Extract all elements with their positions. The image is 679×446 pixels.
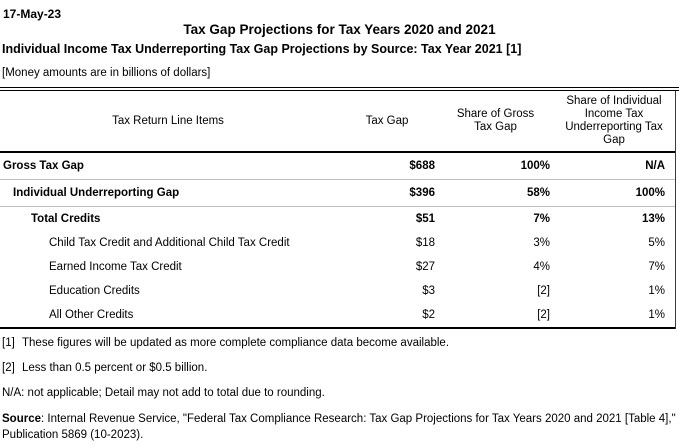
tax-gap-value: $2 (422, 309, 435, 321)
table-header-row: Tax Return Line Items Tax Gap Share of G… (0, 91, 675, 153)
table-row: Child Tax Credit and Additional Child Ta… (0, 231, 675, 255)
tax-gap-value: $27 (415, 261, 435, 273)
table-row: Individual Underreporting Gap $396 58% 1… (0, 180, 675, 207)
share-underreporting-value: 100% (635, 187, 665, 199)
table-row: Earned Income Tax Credit $27 4% 7% (0, 255, 675, 279)
tax-gap-value: $3 (422, 285, 435, 297)
report-date: 17-May-23 (3, 7, 62, 21)
row-label: Gross Tax Gap (3, 160, 84, 172)
share-underreporting-value: 13% (641, 213, 665, 225)
share-underreporting-value: 7% (648, 261, 665, 273)
source-text: : Internal Revenue Service, "Federal Tax… (2, 413, 676, 441)
source-note: Source: Internal Revenue Service, "Feder… (2, 411, 676, 443)
column-header-share-gross-label: Share of Gross Tax Gap (456, 108, 535, 133)
share-gross-value: 100% (520, 160, 550, 172)
row-label: Total Credits (31, 213, 101, 225)
column-header-line-items: Tax Return Line Items (112, 114, 224, 127)
footnote-1-marker: [1] (2, 337, 15, 349)
table-top-double-rule (0, 87, 679, 91)
share-gross-value: 7% (533, 213, 550, 225)
share-gross-value: 4% (533, 261, 550, 273)
share-gross-value: [2] (537, 285, 550, 297)
table-row: Total Credits $51 7% 13% (0, 207, 675, 231)
share-gross-value: [2] (537, 309, 550, 321)
footnote-2-marker: [2] (2, 362, 15, 374)
page-title: Tax Gap Projections for Tax Years 2020 a… (183, 22, 496, 37)
row-label: Education Credits (49, 285, 140, 297)
footnote-2-text: Less than 0.5 percent or $0.5 billion. (22, 362, 208, 374)
table-row: All Other Credits $2 [2] 1% (0, 303, 675, 327)
table-row: Education Credits $3 [2] 1% (0, 279, 675, 303)
footnote-1: [1] These figures will be updated as mor… (2, 336, 676, 350)
share-gross-value: 3% (533, 237, 550, 249)
row-label: Individual Underreporting Gap (13, 187, 180, 199)
share-underreporting-value: 5% (648, 237, 665, 249)
row-label: Child Tax Credit and Additional Child Ta… (49, 237, 290, 249)
share-underreporting-value: 1% (648, 309, 665, 321)
tax-gap-value: $18 (415, 237, 435, 249)
column-header-share-gross: Share of Gross Tax Gap (438, 91, 553, 151)
column-header-tax-gap: Tax Gap (365, 114, 409, 127)
share-underreporting-value: N/A (645, 160, 665, 172)
page-subtitle: Individual Income Tax Underreporting Tax… (2, 42, 522, 56)
tax-gap-table: Tax Return Line Items Tax Gap Share of G… (0, 91, 676, 329)
tax-gap-value: $396 (409, 187, 435, 199)
tax-gap-value: $688 (409, 160, 435, 172)
table-body: Gross Tax Gap $688 100% N/A Individual U… (0, 153, 675, 329)
share-underreporting-value: 1% (648, 285, 665, 297)
footnote-1-text: These figures will be updated as more co… (22, 337, 450, 349)
table-row: Gross Tax Gap $688 100% N/A (0, 153, 675, 180)
column-header-share-underreporting-label: Share of Individual Income Tax Underrepo… (565, 95, 663, 146)
row-label: All Other Credits (49, 309, 134, 321)
na-note: N/A: not applicable; Detail may not add … (2, 387, 325, 399)
source-label: Source (2, 413, 41, 425)
footnote-2: [2] Less than 0.5 percent or $0.5 billio… (2, 361, 676, 375)
share-gross-value: 58% (526, 187, 550, 199)
footnotes-section: [1] These figures will be updated as mor… (2, 336, 676, 443)
tax-gap-value: $51 (415, 213, 435, 225)
row-label: Earned Income Tax Credit (49, 261, 182, 273)
column-header-share-underreporting: Share of Individual Income Tax Underrepo… (553, 91, 675, 151)
units-note: [Money amounts are in billions of dollar… (2, 67, 211, 79)
